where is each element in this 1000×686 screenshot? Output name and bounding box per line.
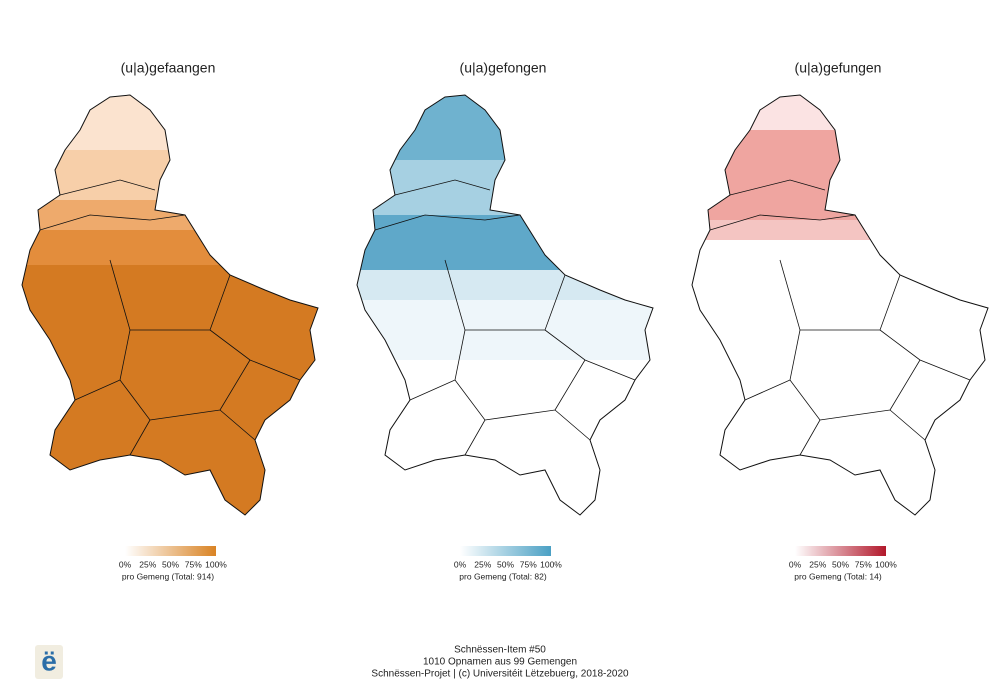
legend-colorbar bbox=[795, 546, 886, 556]
legend-tick-label: 0% bbox=[789, 559, 802, 569]
legend-tick-label: 25% bbox=[139, 559, 156, 569]
panel-title: (u|a)gefaangen bbox=[121, 60, 216, 76]
canton-border bbox=[709, 179, 971, 456]
logo-box bbox=[35, 645, 63, 679]
legend-caption: pro Gemeng (Total: 914) bbox=[122, 571, 214, 581]
footer-line: Schnëssen-Item #50 bbox=[454, 645, 546, 656]
region bbox=[22, 230, 318, 265]
legend-tick-label: 0% bbox=[454, 559, 467, 569]
legend-tick-label: 0% bbox=[119, 559, 132, 569]
canton-border bbox=[374, 179, 636, 456]
legend-tick-label: 25% bbox=[809, 559, 826, 569]
map-panel: (u|a)gefungen 0% 25% 50% 75% 100% pro Gemeng (… bbox=[691, 60, 989, 581]
map-panel: (u|a)gefongen 0% 25% 50% 75% 100% pro Gemeng (… bbox=[356, 60, 654, 581]
footer-line: Schnëssen-Projet | (c) Universitéit Lëtz… bbox=[371, 669, 629, 680]
region bbox=[357, 270, 653, 300]
region bbox=[692, 130, 988, 220]
legend-tick-label: 75% bbox=[185, 559, 202, 569]
region bbox=[22, 200, 318, 230]
legend-tick-label: 75% bbox=[855, 559, 872, 569]
region bbox=[692, 240, 988, 515]
legend-tick-label: 100% bbox=[205, 559, 227, 569]
legend-tick-label: 50% bbox=[497, 559, 514, 569]
logo-text: ë bbox=[41, 645, 57, 676]
legend-tick-label: 50% bbox=[162, 559, 179, 569]
panel-title: (u|a)gefungen bbox=[795, 60, 882, 76]
region bbox=[357, 160, 653, 215]
region bbox=[357, 360, 653, 515]
legend-tick-label: 100% bbox=[540, 559, 562, 569]
region bbox=[357, 215, 653, 270]
canton-border bbox=[39, 179, 301, 456]
legend-tick-label: 50% bbox=[832, 559, 849, 569]
legend-colorbar bbox=[460, 546, 551, 556]
region bbox=[692, 95, 988, 130]
region bbox=[22, 95, 318, 150]
map-panel: (u|a)gefaangen 0% 25% 50% 75% 100% pro Gemeng … bbox=[21, 60, 319, 581]
legend-colorbar bbox=[125, 546, 216, 556]
region bbox=[692, 220, 988, 240]
legend-tick-label: 100% bbox=[875, 559, 897, 569]
map-fill bbox=[692, 95, 988, 515]
legend-tick-label: 75% bbox=[520, 559, 537, 569]
panel-title: (u|a)gefongen bbox=[460, 60, 547, 76]
legend-caption: pro Gemeng (Total: 82) bbox=[459, 571, 547, 581]
region bbox=[357, 95, 653, 160]
legend-tick-label: 25% bbox=[474, 559, 491, 569]
region bbox=[22, 265, 318, 515]
footer-line: 1010 Opnamen aus 99 Gemengen bbox=[423, 657, 577, 668]
logo: ë bbox=[35, 645, 63, 679]
legend-caption: pro Gemeng (Total: 14) bbox=[794, 571, 882, 581]
